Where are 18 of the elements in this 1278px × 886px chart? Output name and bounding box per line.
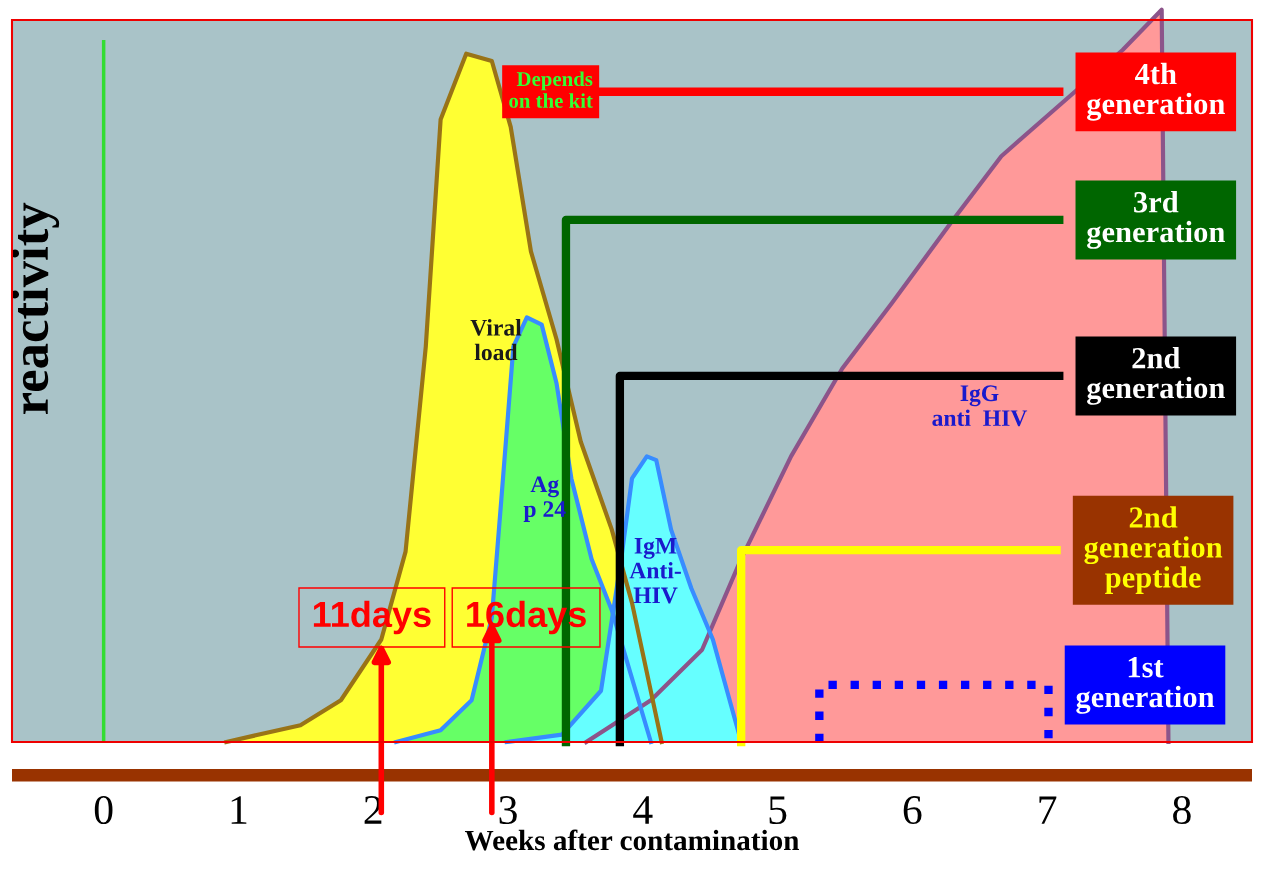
x-tick-label: 7: [1039, 796, 1057, 824]
y-axis-title: reactivity: [11, 202, 60, 414]
series-label: 1st generation: [1076, 657, 1215, 714]
x-tick-label: 1: [231, 796, 247, 824]
x-axis-title: Weeks after contamination: [464, 829, 799, 851]
x-tick-label: 0: [94, 795, 113, 825]
x-tick-label: 4: [633, 796, 653, 824]
series-label: 2nd generation peptide: [1084, 506, 1223, 594]
x-tick-label: 6: [903, 796, 922, 825]
series-label: 3rd generation: [1087, 191, 1225, 249]
annotation: Depends on the kit: [509, 71, 593, 108]
series-label: IgM Anti- HIV: [629, 538, 681, 604]
series-label: 2nd generation: [1087, 346, 1225, 405]
x-tick-label: 5: [769, 796, 787, 825]
x-tick-label: 3: [499, 796, 517, 825]
x-tick-label: 8: [1173, 795, 1191, 825]
series-label: IgG anti HIV: [932, 385, 1028, 427]
series-label: 4th generation: [1087, 62, 1225, 121]
